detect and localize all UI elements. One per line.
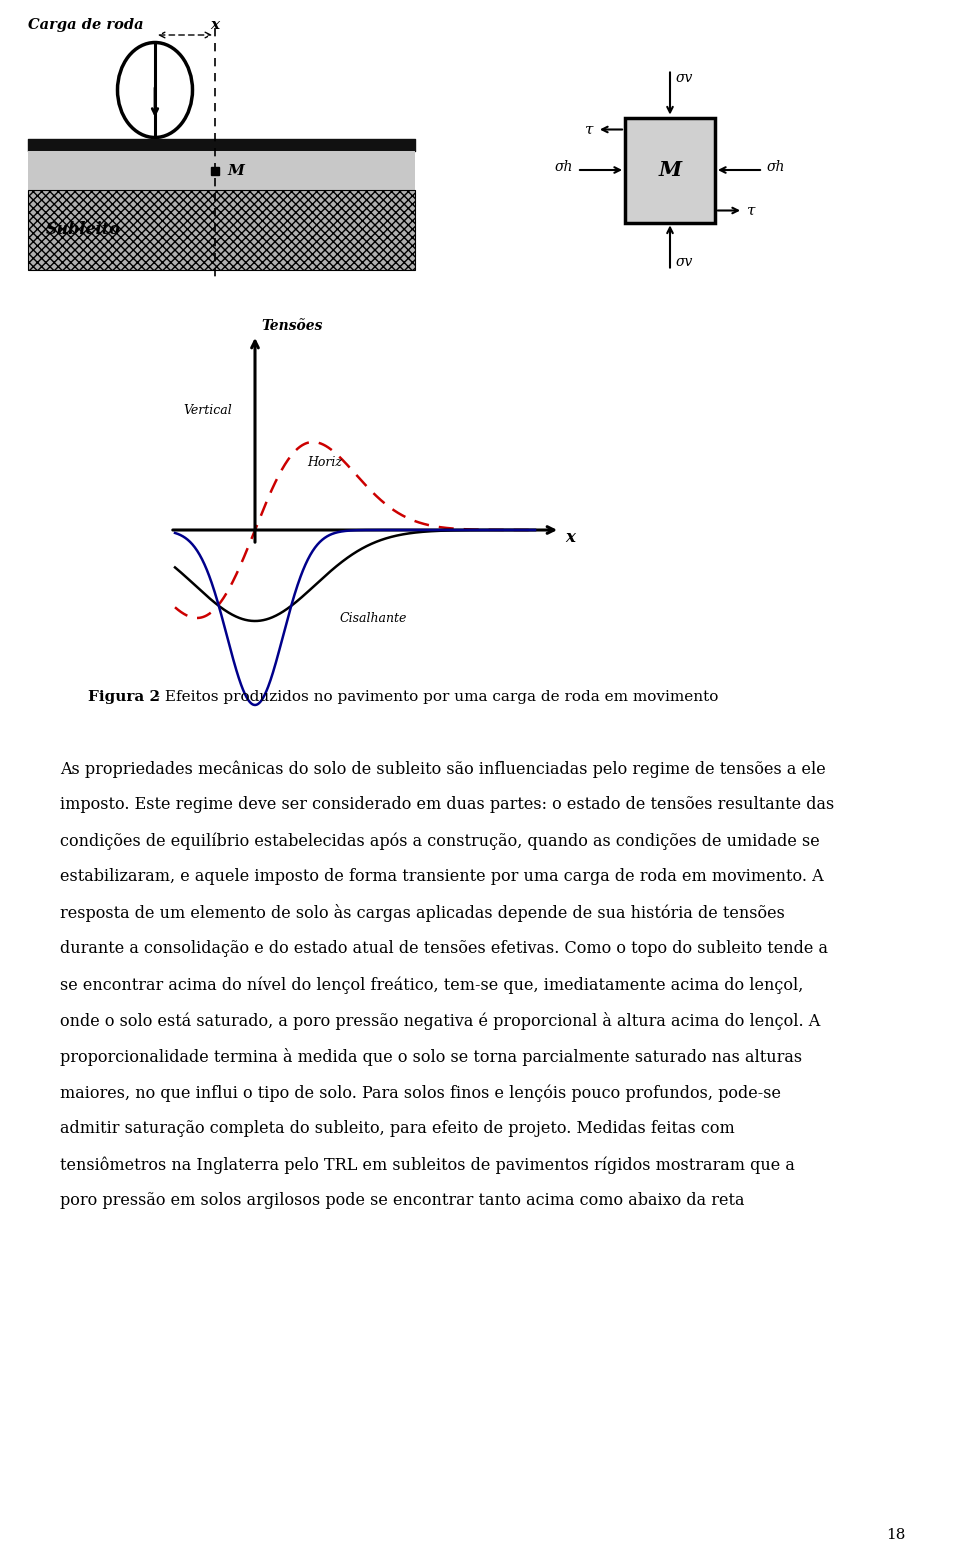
Text: imposto. Este regime deve ser considerado em duas partes: o estado de tensões re: imposto. Este regime deve ser considerad… xyxy=(60,797,834,814)
Text: As propriedades mecânicas do solo de subleito são influenciadas pelo regime de t: As propriedades mecânicas do solo de sub… xyxy=(60,760,826,778)
Text: Carga de roda: Carga de roda xyxy=(28,19,144,33)
Text: τ: τ xyxy=(585,122,593,136)
Text: durante a consolidação e do estado atual de tensões efetivas. Como o topo do sub: durante a consolidação e do estado atual… xyxy=(60,939,828,956)
Text: Vertical: Vertical xyxy=(183,403,231,417)
Text: Figura 2: Figura 2 xyxy=(88,690,160,704)
Bar xyxy=(28,191,415,270)
Text: σv: σv xyxy=(676,256,693,270)
Text: M: M xyxy=(659,160,682,180)
Text: x: x xyxy=(565,530,575,547)
Text: tensiômetros na Inglaterra pelo TRL em subleitos de pavimentos rígidos mostraram: tensiômetros na Inglaterra pelo TRL em s… xyxy=(60,1156,795,1173)
Text: admitir saturação completa do subleito, para efeito de projeto. Medidas feitas c: admitir saturação completa do subleito, … xyxy=(60,1121,734,1138)
Text: - Efeitos produzidos no pavimento por uma carga de roda em movimento: - Efeitos produzidos no pavimento por um… xyxy=(150,690,718,704)
Text: condições de equilíbrio estabelecidas após a construção, quando as condições de : condições de equilíbrio estabelecidas ap… xyxy=(60,832,820,849)
Text: Subleito: Subleito xyxy=(46,222,120,239)
Text: resposta de um elemento de solo às cargas aplicadas depende de sua história de t: resposta de um elemento de solo às carga… xyxy=(60,904,785,922)
Text: Cisalhante: Cisalhante xyxy=(340,612,407,625)
Text: maiores, no que influi o tipo de solo. Para solos finos e lençóis pouco profundo: maiores, no que influi o tipo de solo. P… xyxy=(60,1083,781,1102)
Text: Horiz: Horiz xyxy=(307,456,342,468)
Bar xyxy=(28,150,415,191)
Text: poro pressão em solos argilosos pode se encontrar tanto acima como abaixo da ret: poro pressão em solos argilosos pode se … xyxy=(60,1192,745,1209)
Text: Tensões: Tensões xyxy=(261,319,323,333)
Text: M: M xyxy=(227,164,244,178)
Text: τ: τ xyxy=(747,203,756,217)
Bar xyxy=(625,118,715,223)
Text: σv: σv xyxy=(676,70,693,85)
Text: onde o solo está saturado, a poro pressão negativa é proporcional à altura acima: onde o solo está saturado, a poro pressã… xyxy=(60,1012,820,1031)
Text: estabilizaram, e aquele imposto de forma transiente por uma carga de roda em mov: estabilizaram, e aquele imposto de forma… xyxy=(60,868,824,885)
Text: se encontrar acima do nível do lençol freático, tem-se que, imediatamente acima : se encontrar acima do nível do lençol fr… xyxy=(60,976,804,994)
Text: proporcionalidade termina à medida que o solo se torna parcialmente saturado nas: proporcionalidade termina à medida que o… xyxy=(60,1048,803,1066)
Text: σh: σh xyxy=(555,160,573,174)
Text: x: x xyxy=(210,19,220,33)
Text: 18: 18 xyxy=(886,1528,905,1542)
Text: σh: σh xyxy=(767,160,785,174)
